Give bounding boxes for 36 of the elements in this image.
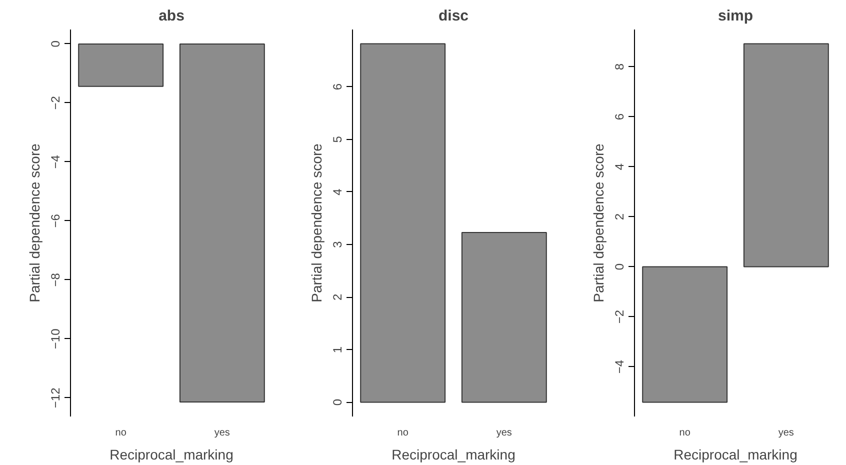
y-tick-label: −2 — [612, 310, 626, 324]
y-tick-label: 4 — [330, 188, 344, 196]
chart-title: abs — [158, 8, 184, 24]
chart-title: simp — [718, 8, 754, 24]
y-tick-label: −10 — [48, 328, 62, 350]
x-tick-label: no — [679, 428, 691, 438]
y-tick-label: 1 — [330, 346, 344, 354]
y-tick-label: 5 — [330, 136, 344, 143]
y-tick-label: 0 — [48, 40, 62, 48]
y-axis-title: Partial dependence score — [26, 143, 42, 302]
y-tick-label: 0 — [330, 398, 344, 406]
y-axis-title: Partial dependence score — [308, 143, 324, 302]
x-tick-label: no — [115, 428, 127, 438]
y-tick-label: −12 — [48, 387, 62, 408]
y-tick-label: 6 — [330, 83, 344, 90]
x-axis-title: Reciprocal_marking — [392, 446, 516, 462]
y-tick-label: 3 — [330, 240, 344, 248]
x-axis-title: Reciprocal_marking — [674, 446, 798, 462]
y-tick-label: −4 — [612, 360, 626, 374]
y-tick-label: 0 — [612, 263, 626, 270]
x-axis-title: Reciprocal_marking — [110, 446, 234, 462]
chart-title: disc — [438, 8, 469, 24]
x-tick-label: yes — [778, 428, 794, 438]
x-tick-label: yes — [214, 428, 230, 438]
y-tick-label: −8 — [48, 272, 62, 287]
y-tick-label: 4 — [612, 163, 626, 170]
y-axis-title: Partial dependence score — [590, 143, 606, 302]
y-tick-label: −4 — [48, 154, 62, 169]
y-tick-label: 8 — [612, 63, 626, 70]
y-tick-label: 2 — [612, 213, 626, 220]
y-tick-label: 6 — [612, 113, 626, 120]
y-tick-label: −6 — [48, 214, 62, 228]
y-tick-label: 2 — [330, 293, 344, 300]
y-tick-label: −2 — [48, 96, 62, 110]
x-tick-label: yes — [496, 428, 512, 438]
x-tick-label: no — [397, 428, 409, 438]
